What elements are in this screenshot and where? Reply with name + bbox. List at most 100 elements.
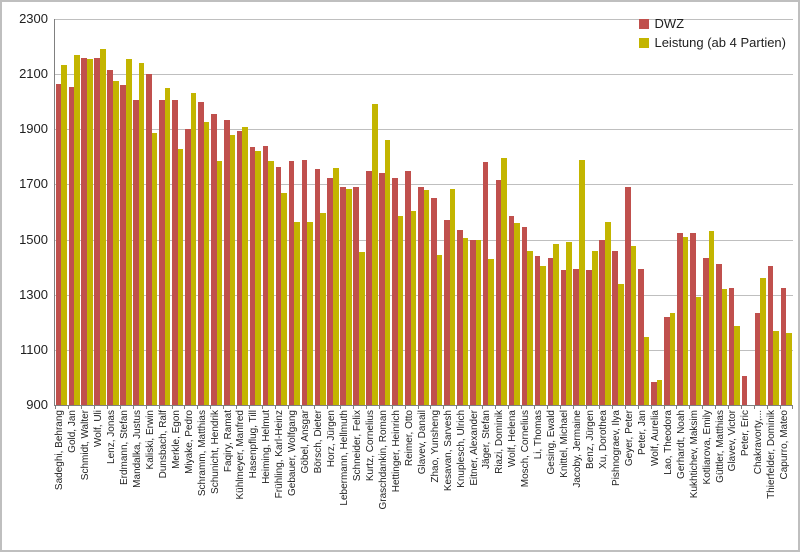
x-axis-tick — [792, 405, 793, 409]
gridline — [55, 19, 793, 20]
bar-dwz — [55, 83, 62, 405]
bar-leistung — [630, 246, 637, 405]
x-axis-tick — [676, 405, 678, 409]
x-axis-tick — [106, 405, 108, 409]
x-axis-tick — [313, 405, 315, 409]
bar-leistung — [397, 216, 404, 405]
bar-leistung — [514, 223, 520, 405]
x-axis-tick — [378, 405, 380, 409]
bar-leistung — [773, 330, 779, 405]
x-axis-tick — [352, 405, 354, 409]
category-label: Güttler, Matthias — [714, 410, 726, 483]
category-label: Göbel, Ansgar — [300, 410, 312, 474]
x-axis-tick — [119, 405, 121, 409]
category-label: Lao, Theodora — [662, 410, 674, 475]
category-label: Riazi, Dominik — [494, 410, 506, 474]
category-label: Kühlmeyer, Manfred — [235, 410, 247, 500]
category-label: Graschdankin, Roman — [377, 410, 389, 510]
bar-dwz — [625, 187, 631, 405]
bar-dwz — [159, 100, 165, 405]
category-label: Erdmann, Stefan — [118, 410, 130, 486]
category-label: Frühling, Karl-Heinz — [274, 410, 286, 499]
bar-dwz — [560, 269, 567, 405]
x-axis-tick — [430, 405, 432, 409]
category-label: Glavev, Danail — [416, 410, 428, 475]
bar-leistung — [371, 104, 378, 405]
category-label: Hasenpflug, Till — [248, 410, 260, 479]
category-label: Kukhtichev, Maksim — [688, 410, 700, 499]
bar-dwz — [288, 161, 295, 405]
bar-leistung — [579, 159, 585, 405]
category-label: Merkle, Egon — [170, 410, 182, 469]
bar-leistung — [125, 58, 132, 405]
bar-dwz — [392, 177, 398, 405]
x-axis-tick — [171, 405, 173, 409]
category-label: Geyer, Peter — [623, 410, 635, 467]
x-axis-tick — [715, 405, 717, 409]
category-label: Thierfelder, Dominik — [766, 410, 778, 499]
bar-dwz — [236, 130, 243, 405]
x-axis-tick — [93, 405, 95, 409]
y-tick-label: 2300 — [19, 11, 48, 26]
bar-dwz — [586, 269, 593, 405]
bar-dwz — [327, 177, 334, 405]
category-label: Wolf, Helena — [507, 410, 519, 468]
bar-dwz — [81, 57, 88, 405]
bar-leistung — [74, 54, 80, 405]
x-axis-tick — [456, 405, 458, 409]
legend: DWZ Leistung (ab 4 Partien) — [639, 16, 786, 54]
bar-dwz — [767, 265, 774, 405]
bar-dwz — [223, 119, 230, 405]
y-tick-label: 1300 — [19, 286, 48, 302]
dwz-swatch-icon — [639, 18, 650, 29]
bar-leistung — [566, 242, 572, 405]
bar-dwz — [418, 187, 424, 405]
bar-leistung — [540, 265, 546, 405]
category-label: Peter, Eric — [740, 410, 752, 457]
bar-dwz — [172, 100, 178, 405]
bar-leistung — [268, 161, 274, 405]
bar-leistung — [695, 297, 702, 405]
bar-leistung — [449, 188, 456, 405]
category-label: Jacoby, Jermaine — [572, 410, 584, 488]
category-label: Kaliski, Erwin — [144, 410, 156, 470]
bar-leistung — [255, 151, 261, 405]
category-label: Xu, Dorothea — [598, 410, 609, 469]
x-axis-tick — [689, 405, 691, 409]
category-label: Kurtz, Cornelius — [364, 410, 376, 482]
x-axis-tick — [728, 405, 730, 409]
x-axis-tick — [637, 405, 639, 409]
leistung-swatch-icon — [639, 37, 650, 48]
bar-dwz — [495, 180, 502, 405]
bar-leistung — [423, 189, 430, 405]
bar-dwz — [690, 232, 696, 405]
bar-dwz — [262, 145, 269, 405]
bar-leistung — [112, 81, 119, 405]
category-label: Gesing, Ewald — [546, 410, 558, 475]
x-axis-tick — [67, 405, 69, 409]
bar-leistung — [604, 221, 611, 405]
bar-leistung — [294, 221, 300, 405]
x-axis-tick — [210, 405, 212, 409]
bar-dwz — [107, 70, 113, 405]
bar-leistung — [475, 239, 482, 405]
bar-leistung — [307, 221, 313, 405]
category-label: Wolf, Aurelia — [649, 410, 661, 466]
bar-leistung — [643, 337, 650, 405]
bar-dwz — [379, 173, 385, 405]
category-label: Wolf, Uli — [93, 410, 105, 448]
x-axis-labels: Sadeghi, Behrang Gold, Jan Schmidt, Walter… — [54, 407, 792, 550]
category-label: Faqiry, Ramat — [222, 410, 234, 473]
bar-leistung — [190, 93, 197, 405]
y-tick-label: 2100 — [19, 66, 48, 82]
bar-dwz — [198, 101, 204, 405]
category-label: Jäger, Stefan — [481, 410, 493, 469]
x-axis-tick — [598, 405, 600, 409]
bar-dwz — [638, 268, 644, 405]
bar-dwz — [547, 257, 554, 405]
category-label: Dunsbach, Ralf — [157, 410, 169, 479]
x-axis-tick — [702, 405, 704, 409]
x-axis-tick — [754, 405, 756, 409]
bar-leistung — [384, 140, 391, 405]
bar-dwz — [521, 227, 528, 405]
